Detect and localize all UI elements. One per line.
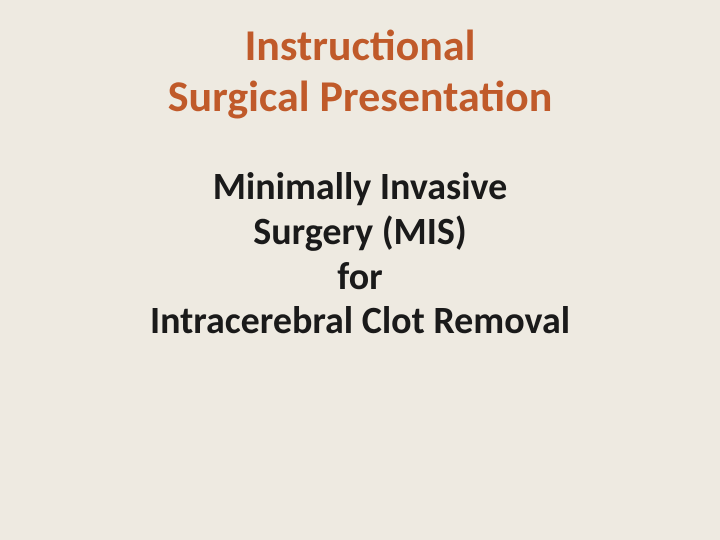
subtitle-line-4: Intracerebral Clot Removal: [0, 299, 720, 344]
title-line-2: Surgical Presentation: [0, 71, 720, 122]
presentation-subtitle: Minimally Invasive Surgery (MIS) for Int…: [0, 165, 720, 344]
subtitle-line-1: Minimally Invasive: [0, 165, 720, 210]
subtitle-line-3: for: [0, 255, 720, 300]
presentation-title: Instructional Surgical Presentation: [0, 20, 720, 121]
title-line-1: Instructional: [0, 20, 720, 71]
subtitle-line-2: Surgery (MIS): [0, 210, 720, 255]
